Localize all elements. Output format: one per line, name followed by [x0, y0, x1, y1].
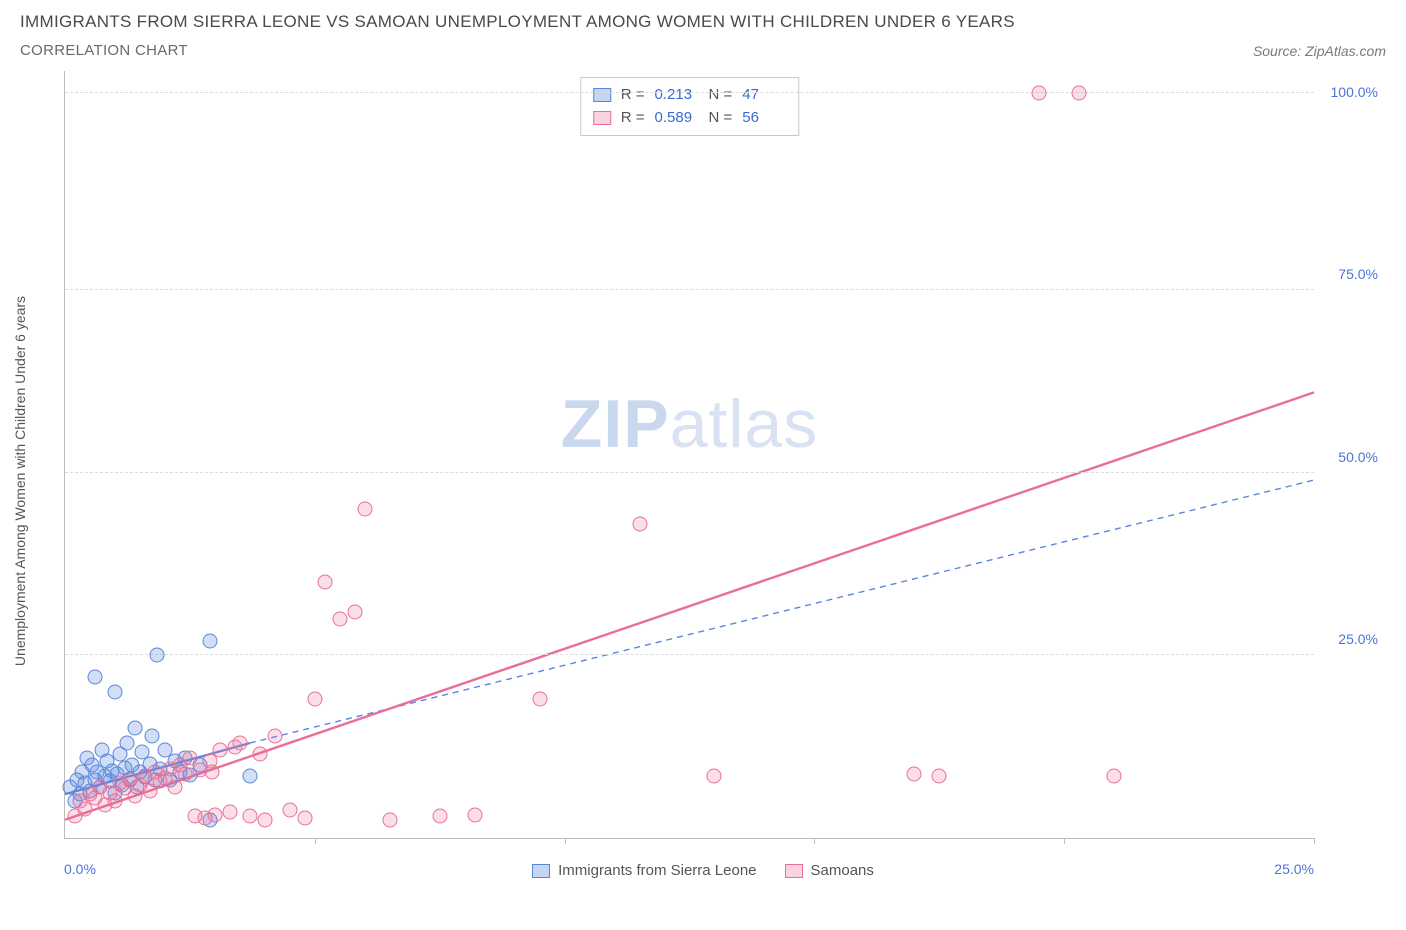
swatch-blue-icon [593, 88, 611, 102]
stat-value-r1: 0.213 [655, 84, 699, 107]
swatch-pink-icon [593, 111, 611, 125]
data-point [242, 809, 257, 824]
data-point [932, 768, 947, 783]
data-point [707, 768, 722, 783]
watermark: ZIPatlas [561, 385, 818, 463]
data-point [145, 728, 160, 743]
chart-title: IMMIGRANTS FROM SIERRA LEONE VS SAMOAN U… [20, 12, 1015, 32]
x-axis-tick [315, 838, 316, 844]
y-axis-tick-label: 50.0% [1338, 449, 1378, 465]
data-point [632, 516, 647, 531]
gridline [65, 289, 1314, 290]
data-point [127, 721, 142, 736]
stat-label-n: N = [709, 84, 733, 107]
data-point [282, 803, 297, 818]
stat-label-r: R = [621, 107, 645, 130]
data-point [120, 736, 135, 751]
data-point [252, 747, 267, 762]
stat-label-n: N = [709, 107, 733, 130]
data-point [347, 604, 362, 619]
data-point [432, 809, 447, 824]
data-point [222, 805, 237, 820]
data-point [202, 633, 217, 648]
data-point [1032, 85, 1047, 100]
data-point [382, 812, 397, 827]
data-point [227, 739, 242, 754]
data-point [357, 502, 372, 517]
gridline [65, 472, 1314, 473]
data-point [205, 765, 220, 780]
data-point [297, 810, 312, 825]
data-point [212, 743, 227, 758]
legend-item-series1: Immigrants from Sierra Leone [532, 862, 756, 879]
data-point [907, 766, 922, 781]
stat-value-n1: 47 [742, 84, 786, 107]
gridline [65, 92, 1314, 93]
y-axis-tick-label: 25.0% [1338, 631, 1378, 647]
gridline [65, 654, 1314, 655]
data-point [307, 692, 322, 707]
y-axis-tick-label: 75.0% [1338, 266, 1378, 282]
data-point [532, 692, 547, 707]
chart-container: Unemployment Among Women with Children U… [20, 71, 1386, 891]
data-point [257, 812, 272, 827]
data-point [242, 768, 257, 783]
data-point [150, 648, 165, 663]
stats-box: R = 0.213 N = 47 R = 0.589 N = 56 [580, 77, 800, 136]
data-point [1072, 85, 1087, 100]
stat-label-r: R = [621, 84, 645, 107]
data-point [207, 807, 222, 822]
x-axis-tick [565, 838, 566, 844]
stat-value-r2: 0.589 [655, 107, 699, 130]
data-point [177, 766, 192, 781]
x-axis-tick [1064, 838, 1065, 844]
data-point [317, 575, 332, 590]
legend-label-series1: Immigrants from Sierra Leone [558, 862, 756, 879]
x-axis-tick [1314, 838, 1315, 844]
stats-row-series1: R = 0.213 N = 47 [593, 84, 787, 107]
data-point [332, 611, 347, 626]
swatch-pink-icon [785, 864, 803, 878]
y-axis-label: Unemployment Among Women with Children U… [12, 296, 28, 666]
data-point [267, 728, 282, 743]
source-attribution: Source: ZipAtlas.com [1253, 43, 1386, 59]
legend: Immigrants from Sierra Leone Samoans [20, 862, 1386, 879]
trend-lines [65, 71, 1314, 838]
x-axis-tick [814, 838, 815, 844]
data-point [1107, 768, 1122, 783]
legend-item-series2: Samoans [785, 862, 874, 879]
data-point [87, 670, 102, 685]
chart-subtitle: CORRELATION CHART [20, 42, 188, 59]
legend-label-series2: Samoans [811, 862, 874, 879]
data-point [467, 807, 482, 822]
plot-area: ZIPatlas R = 0.213 N = 47 R = 0.589 N = … [64, 71, 1314, 839]
y-axis-tick-label: 100.0% [1331, 84, 1378, 100]
data-point [107, 684, 122, 699]
swatch-blue-icon [532, 864, 550, 878]
data-point [107, 794, 122, 809]
stat-value-n2: 56 [742, 107, 786, 130]
data-point [167, 779, 182, 794]
stats-row-series2: R = 0.589 N = 56 [593, 107, 787, 130]
